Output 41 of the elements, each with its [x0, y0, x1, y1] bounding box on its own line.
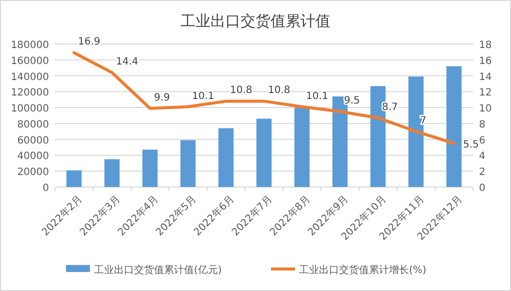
y2-tick-label: 16 — [479, 56, 492, 67]
bar — [408, 76, 424, 187]
data-label: 10.8 — [230, 85, 252, 96]
y-tick-label: 140000 — [10, 72, 49, 83]
y-tick-label: 120000 — [10, 88, 49, 99]
y2-tick-label: 12 — [479, 88, 492, 99]
y-tick-label: 80000 — [17, 119, 49, 130]
y2-tick-label: 14 — [479, 72, 492, 83]
y2-tick-label: 0 — [479, 183, 486, 194]
y2-tick-label: 8 — [479, 119, 486, 130]
data-label: 10.1 — [192, 90, 214, 102]
y-tick-label: 40000 — [17, 151, 49, 162]
y2-tick-label: 4 — [479, 151, 486, 162]
y2-tick-label: 2 — [479, 167, 486, 178]
chart-title: 工业出口交货值累计值 — [180, 12, 330, 30]
y-tick-label: 180000 — [10, 40, 49, 51]
bar — [142, 150, 158, 187]
data-label: 16.9 — [78, 36, 100, 48]
y-tick-label: 0 — [42, 183, 49, 194]
y-tick-label: 100000 — [10, 104, 49, 115]
y-tick-label: 160000 — [10, 56, 49, 67]
y-tick-label: 20000 — [17, 167, 49, 178]
bar — [294, 108, 310, 187]
bar — [256, 118, 272, 187]
y2-tick-label: 18 — [479, 40, 492, 51]
data-label: 5.5 — [463, 139, 479, 150]
bar — [218, 128, 234, 187]
y2-tick-label: 10 — [479, 104, 492, 115]
y2-tick-label: 6 — [479, 135, 486, 146]
data-label: 10.8 — [268, 85, 290, 96]
legend-label: 工业出口交货值累计增长(%) — [299, 264, 426, 276]
bar — [66, 170, 82, 187]
data-label: 9.9 — [154, 92, 170, 104]
data-label: 14.4 — [116, 56, 138, 68]
y-tick-label: 60000 — [17, 135, 49, 146]
data-label: 10.1 — [306, 90, 328, 102]
bar — [180, 140, 196, 187]
legend-label: 工业出口交货值累计值(亿元) — [94, 264, 222, 276]
bar — [104, 159, 120, 187]
bar — [446, 66, 462, 187]
line-series — [72, 51, 456, 145]
